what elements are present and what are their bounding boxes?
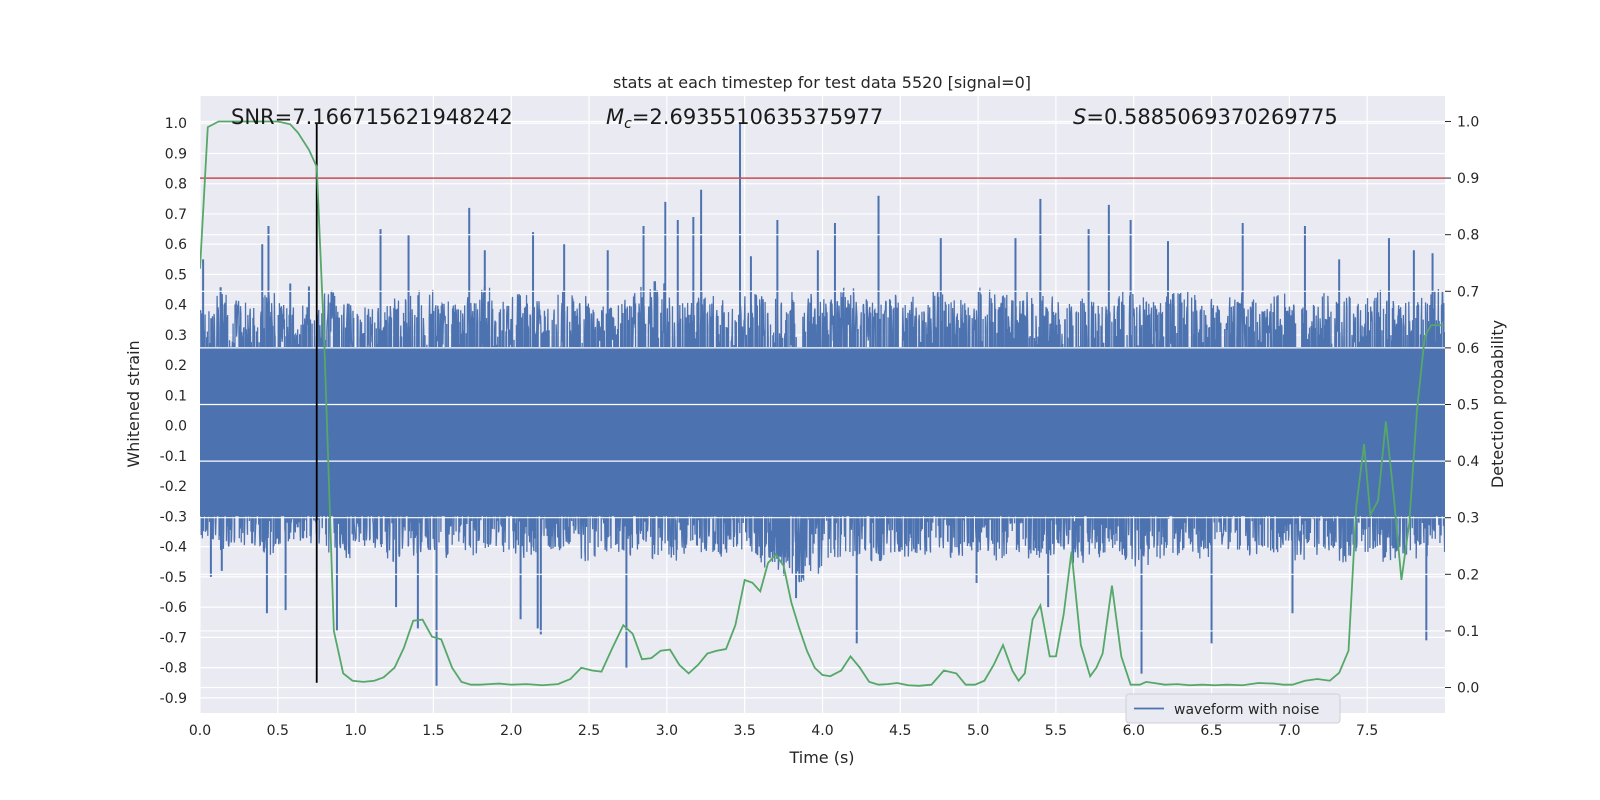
y-tick-label: -0.8: [160, 661, 187, 677]
mc-annotation: Mc=2.6935510635375977: [606, 105, 883, 132]
y-tick-label: 0.5: [165, 267, 187, 283]
x-tick-label: 0.0: [189, 723, 211, 739]
y-right-tick-label: 0.8: [1457, 228, 1479, 244]
y-tick-label: 0.3: [165, 328, 187, 344]
y-tick-label: -0.1: [160, 449, 187, 465]
x-tick-label: 6.0: [1123, 723, 1145, 739]
y-right-tick-label: 0.6: [1457, 341, 1479, 357]
y-tick-label: 1.0: [165, 116, 187, 132]
y-tick-label: 0.6: [165, 237, 187, 253]
probability-series: [200, 120, 1444, 687]
y-tick-label: 0.1: [165, 388, 187, 404]
x-tick-label: 1.0: [344, 723, 366, 739]
y-right-axis-label: Detection probability: [1488, 320, 1507, 488]
y-right-tick-label: 0.7: [1457, 284, 1479, 300]
y-tick-label: 0.7: [165, 207, 187, 223]
y-tick-label: -0.4: [160, 540, 187, 556]
y-right-tick-label: 0.3: [1457, 511, 1479, 527]
y-tick-label: 0.2: [165, 358, 187, 374]
snr-annotation: SNR=7.166715621948242: [231, 105, 513, 129]
y-axis-label: Whitened strain: [124, 340, 143, 467]
waveform-core-band: [200, 347, 1445, 517]
x-tick-label: 5.0: [967, 723, 989, 739]
x-tick-label: 2.5: [578, 723, 600, 739]
y-right-tick-label: 0.5: [1457, 398, 1479, 414]
s-annotation: S=0.5885069370269775: [1073, 105, 1338, 129]
y-tick-label: 0.9: [165, 146, 187, 162]
reference-lines: [200, 120, 1445, 689]
x-tick-label: 7.0: [1278, 723, 1300, 739]
probability-line: [200, 120, 1444, 687]
legend: waveform with noise: [1125, 693, 1341, 724]
y-right-tick-label: 1.0: [1457, 114, 1479, 130]
y-tick-label: 0.8: [165, 177, 187, 193]
y-right-tick-label: 0.4: [1457, 454, 1479, 470]
x-tick-label: 4.5: [889, 723, 911, 739]
x-tick-label: 2.0: [500, 723, 522, 739]
y-right-tick-label: 0.9: [1457, 171, 1479, 187]
x-tick-label: 3.5: [734, 723, 756, 739]
x-tick-label: 7.5: [1356, 723, 1378, 739]
y-tick-labels: 1.0 0.9 0.8 0.7 0.6 0.5 0.4 0.3 0.2 0.1 0.0 -0.1 -0.…: [160, 116, 187, 707]
y-tick-label: 0.0: [165, 419, 187, 435]
y-tick-label: -0.7: [160, 630, 187, 646]
x-tick-label: 4.0: [811, 723, 833, 739]
x-tick-label: 6.5: [1200, 723, 1222, 739]
x-tick-label: 5.5: [1045, 723, 1067, 739]
x-tick-label: 0.5: [267, 723, 289, 739]
y-tick-label: -0.5: [160, 570, 187, 586]
x-axis-label: Time (s): [788, 748, 854, 767]
x-tick-labels: 0.0 0.5 1.0 1.5 2.0 2.5 3.0 3.5 4.0 4.5 5.0 5.5 6.0 6…: [189, 723, 1378, 739]
y-right-tick-label: 0.2: [1457, 567, 1479, 583]
x-tick-label: 3.0: [656, 723, 678, 739]
y-tick-label: -0.9: [160, 691, 187, 707]
y-right-tick-labels: 1.0 0.9 0.8 0.7 0.6 0.5 0.4 0.3 0.2 0.1 0.0: [1445, 114, 1479, 697]
y-tick-label: -0.3: [160, 509, 187, 525]
y-right-tick-label: 0.0: [1457, 681, 1479, 697]
chart-title: stats at each timestep for test data 552…: [613, 73, 1031, 92]
waveform-series: [200, 123, 1445, 686]
x-tick-label: 1.5: [422, 723, 444, 739]
legend-label: waveform with noise: [1174, 702, 1319, 718]
y-tick-label: -0.6: [160, 600, 187, 616]
y-right-tick-label: 0.1: [1457, 624, 1479, 640]
y-tick-label: 0.4: [165, 298, 187, 314]
legend-box: [1125, 693, 1341, 724]
y-tick-label: -0.2: [160, 479, 187, 495]
